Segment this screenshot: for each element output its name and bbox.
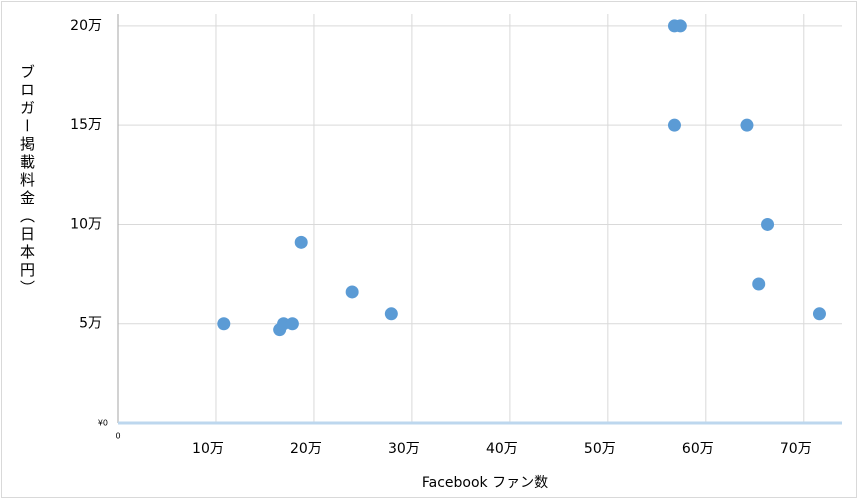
x-tick-label: 0	[115, 432, 120, 441]
y-tick-label: ¥0	[98, 419, 108, 428]
y-tick-label: 15万	[70, 117, 102, 133]
x-tick-label: 40万	[486, 441, 518, 457]
x-tick-label: 30万	[388, 441, 420, 457]
x-tick-label: 70万	[780, 441, 812, 457]
scatter-point	[673, 19, 687, 33]
scatter-point	[740, 118, 754, 132]
scatter-point	[294, 235, 308, 249]
x-tick-label: 60万	[682, 441, 714, 457]
y-tick-label: 20万	[70, 18, 102, 34]
x-axis-title: Facebook ファン数	[422, 475, 548, 491]
scatter-point	[217, 317, 231, 331]
x-tick-label: 20万	[290, 441, 322, 457]
scatter-point	[812, 307, 826, 321]
scatter-point	[384, 307, 398, 321]
y-tick-label: 10万	[70, 216, 102, 232]
y-tick-label: 5万	[79, 316, 102, 332]
y-axis-title: ブロガー掲載料金（日本円）	[18, 64, 36, 298]
scatter-point	[761, 217, 775, 231]
x-tick-label: 10万	[192, 441, 224, 457]
scatter-point	[667, 118, 681, 132]
scatter-point	[285, 317, 299, 331]
scatter-point	[752, 277, 766, 291]
x-tick-label: 50万	[584, 441, 616, 457]
scatter-point	[345, 285, 359, 299]
